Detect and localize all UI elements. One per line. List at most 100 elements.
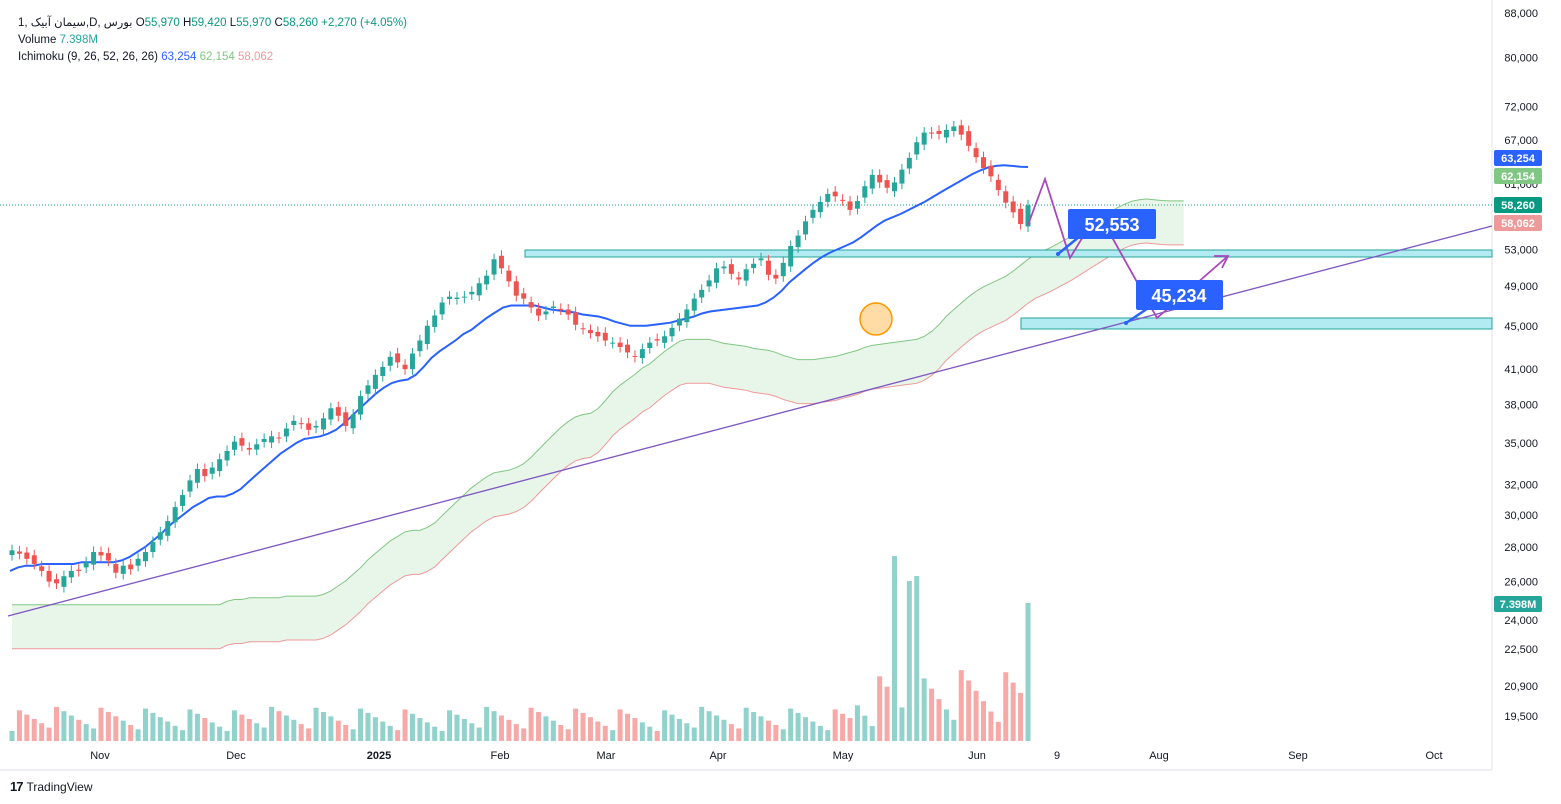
support-zone-upper[interactable]: [524, 249, 1493, 258]
candle: [24, 546, 30, 565]
volume-bar: [580, 712, 586, 741]
tradingview-brand: TradingView: [26, 779, 93, 794]
candle: [387, 351, 393, 372]
time-tick-label: Sep: [1288, 750, 1308, 762]
volume-bar: [61, 711, 67, 741]
candle: [91, 546, 97, 571]
candle: [476, 277, 482, 301]
volume-bar: [795, 712, 801, 741]
candle: [995, 174, 1001, 196]
tradingview-logo-icon: 17: [10, 779, 24, 794]
candle: [573, 306, 579, 331]
volume-bar: [372, 717, 378, 741]
price-axis-label: 63,254: [1494, 150, 1542, 166]
time-tick-label: Feb: [491, 750, 510, 762]
candle: [31, 549, 37, 570]
volume-bar: [454, 714, 460, 741]
candle: [625, 339, 631, 359]
volume-bar: [409, 713, 415, 741]
legend-volume-row[interactable]: Volume 7.398M: [18, 32, 407, 49]
legend-ichimoku-row[interactable]: Ichimoku (9, 26, 52, 26, 26) 63,254 62,1…: [18, 49, 407, 66]
candle: [869, 169, 875, 195]
low-label: L: [229, 17, 237, 29]
volume-bar: [699, 706, 705, 741]
candle: [587, 324, 593, 339]
candle: [61, 570, 67, 593]
candle: [684, 303, 690, 328]
price-axis-label: 7.398M: [1494, 596, 1542, 612]
volume-bar: [261, 727, 267, 741]
volume-bar: [647, 726, 653, 741]
candle: [283, 422, 289, 443]
volume-bar: [239, 714, 245, 741]
volume-bar: [921, 678, 927, 741]
support-zone-lower[interactable]: [1020, 317, 1493, 330]
time-tick-label: 2025: [367, 750, 391, 762]
price-tick-label: 72,000: [1504, 102, 1538, 114]
callout-lower[interactable]: 45,234: [1124, 280, 1223, 325]
volume-bar: [335, 720, 341, 741]
candle: [654, 333, 660, 347]
volume-bar: [892, 556, 898, 741]
volume-bar: [328, 716, 334, 741]
open-label: O: [135, 17, 145, 29]
candle: [432, 309, 438, 333]
candle: [224, 445, 230, 467]
price-tick-label: 49,000: [1504, 281, 1538, 293]
trendline[interactable]: [7, 225, 1493, 617]
svg-text:58,260: 58,260: [1501, 200, 1535, 212]
legend-interval: D: [89, 17, 98, 29]
time-tick-label: Mar: [597, 750, 616, 762]
candle: [528, 296, 534, 314]
candle: [788, 240, 794, 273]
callout-upper[interactable]: 52,553: [1056, 209, 1156, 256]
time-axis[interactable]: Nov Dec 2025 Feb Mar Apr May Jun 9 Aug Sep Oct: [90, 750, 1442, 762]
candle: [306, 417, 312, 436]
high-label: H: [183, 17, 192, 29]
candle: [209, 462, 215, 480]
volume-bar: [306, 728, 312, 741]
volume-bar: [16, 710, 22, 741]
support-zones[interactable]: [524, 249, 1493, 330]
time-tick-label: Aug: [1149, 750, 1169, 762]
volume-bar: [573, 708, 579, 741]
volume-bar: [506, 719, 512, 741]
candle: [943, 124, 949, 144]
volume-bar: [224, 731, 230, 741]
volume-bar: [751, 712, 757, 741]
volume-bar: [39, 723, 45, 741]
candle: [498, 250, 504, 274]
candle: [958, 119, 964, 141]
price-tick-label: 20,900: [1504, 681, 1538, 693]
candle: [269, 430, 275, 449]
price-tick-label: 45,000: [1504, 321, 1538, 333]
volume-bar: [254, 723, 260, 741]
legend-exchange: بورس: [103, 17, 133, 29]
volume-bar: [231, 710, 237, 741]
legend-symbol[interactable]: سیمان آبیک: [30, 17, 86, 29]
low-value: 55,970: [236, 17, 272, 29]
volume-bar: [358, 708, 364, 741]
volume-bar: [951, 719, 957, 741]
candle: [714, 262, 720, 289]
price-tick-label: 26,000: [1504, 577, 1538, 589]
candle: [840, 194, 846, 206]
volume-bar: [194, 713, 200, 741]
volume-bar: [380, 721, 386, 741]
volume-bar: [958, 670, 964, 741]
tradingview-logo[interactable]: 17 TradingView: [10, 779, 93, 794]
candle: [343, 406, 349, 432]
volume-bar: [246, 718, 252, 741]
ichimoku-cloud: [12, 198, 1184, 650]
volume-bar: [765, 720, 771, 741]
volume-bar: [543, 716, 549, 741]
candle: [513, 275, 519, 302]
price-axis[interactable]: 88,00080,00072,00067,00061,00053,00049,0…: [1504, 8, 1538, 723]
volume-bar: [788, 708, 794, 741]
candle: [254, 438, 260, 456]
volume-bar: [83, 724, 89, 741]
volume-bar: [832, 709, 838, 741]
candle: [194, 463, 200, 489]
volume-bar: [684, 723, 690, 741]
